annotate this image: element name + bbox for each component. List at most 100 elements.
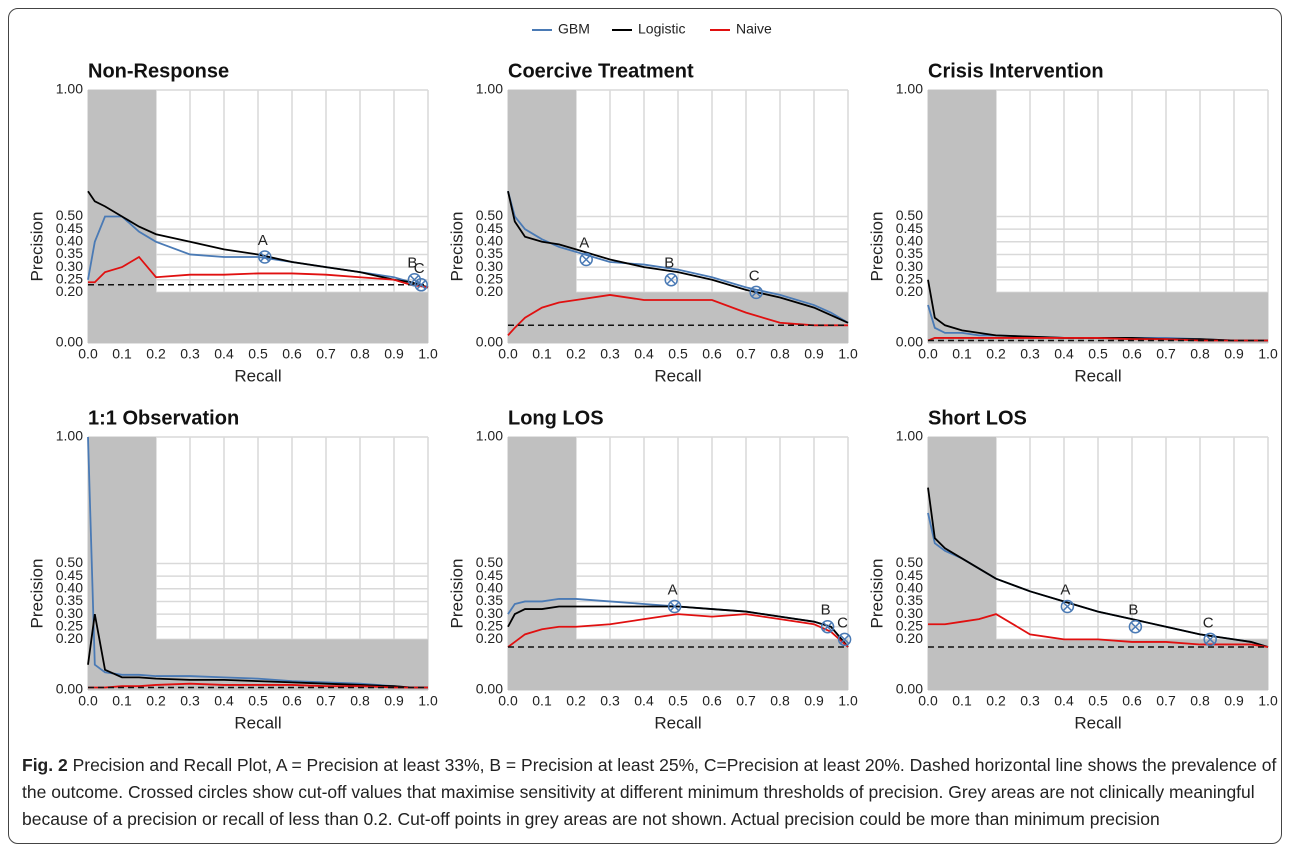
x-tick-label: 0.4: [1054, 346, 1074, 362]
y-tick-label: 0.00: [896, 681, 923, 697]
y-tick-label: 0.30: [896, 605, 923, 621]
x-tick-label: 0.1: [952, 693, 972, 709]
cutoff-marker: [258, 250, 272, 264]
x-tick-label: 0.6: [1122, 346, 1142, 362]
cutoff-cross: [1205, 634, 1215, 644]
y-tick-label: 0.45: [476, 567, 503, 583]
y-tick-label: 0.50: [56, 207, 83, 223]
x-tick-label: 0.3: [180, 346, 200, 362]
figure-frame: [8, 8, 1282, 844]
legend-label: Logistic: [638, 21, 685, 37]
chart-title: Long LOS: [508, 407, 604, 429]
x-tick-label: 0.8: [350, 693, 370, 709]
x-tick-label: 0.2: [986, 693, 1006, 709]
x-tick-label: 0.8: [350, 346, 370, 362]
legend-label: Naive: [736, 21, 772, 37]
shaded-area: [88, 639, 428, 690]
cutoff-circle: [664, 273, 678, 287]
y-tick-label: 0.20: [896, 630, 923, 646]
cutoff-label: A: [668, 581, 678, 598]
x-tick-label: 0.7: [736, 693, 756, 709]
shaded-area: [88, 292, 428, 343]
y-tick-label: 0.25: [896, 617, 923, 633]
y-tick-label: 0.40: [476, 233, 503, 249]
cutoff-label: C: [1203, 614, 1214, 631]
cutoff-marker: [667, 599, 682, 614]
x-tick-label: 0.7: [736, 346, 756, 362]
x-tick-label: 1.0: [838, 346, 858, 362]
cutoff-label: A: [1060, 581, 1070, 598]
y-tick-label: 0.35: [896, 592, 923, 608]
cutoff-circle: [1203, 632, 1217, 647]
y-tick-label: 0.45: [896, 567, 923, 583]
cutoff-marker: [1203, 632, 1217, 647]
y-tick-label: 0.00: [476, 681, 503, 697]
y-tick-label: 0.35: [56, 592, 83, 608]
y-tick-label: 0.35: [56, 245, 83, 261]
cutoff-label: B: [407, 255, 417, 272]
cutoff-label: C: [414, 260, 425, 277]
y-tick-label: 0.35: [476, 592, 503, 608]
x-tick-label: 0.3: [1020, 693, 1040, 709]
cutoff-circle: [749, 285, 763, 300]
series-line: [87, 190, 429, 289]
x-tick-label: 0.3: [600, 693, 620, 709]
x-tick-label: 0.5: [668, 346, 688, 362]
cutoff-circle: [414, 278, 428, 292]
x-tick-label: 0.5: [248, 693, 268, 709]
cutoff-label: C: [837, 614, 848, 631]
x-tick-label: 0.8: [770, 693, 790, 709]
x-tick-label: 0.9: [384, 693, 404, 709]
x-axis-label: Recall: [234, 366, 281, 385]
y-tick-label: 1.00: [476, 428, 503, 444]
x-tick-label: 0.2: [566, 346, 586, 362]
y-tick-label: 0.20: [56, 630, 83, 646]
x-tick-label: 0.1: [532, 693, 552, 709]
x-tick-label: 1.0: [838, 693, 858, 709]
y-tick-label: 0.50: [56, 554, 83, 570]
y-tick-label: 0.50: [476, 554, 503, 570]
cutoff-circle: [667, 599, 682, 614]
y-tick-label: 1.00: [896, 81, 923, 97]
x-tick-label: 0.4: [1054, 693, 1074, 709]
y-tick-label: 0.50: [896, 207, 923, 223]
x-tick-label: 0.9: [1224, 346, 1244, 362]
y-tick-label: 0.20: [476, 283, 503, 299]
x-tick-label: 0.5: [1088, 346, 1108, 362]
x-tick-label: 0.5: [1088, 693, 1108, 709]
x-tick-label: 0.8: [1190, 346, 1210, 362]
cutoff-label: A: [258, 232, 268, 249]
cutoff-circle: [820, 620, 835, 634]
cutoff-circle: [258, 250, 272, 264]
y-tick-label: 0.20: [896, 283, 923, 299]
x-tick-label: 0.0: [498, 346, 518, 362]
series-line: [928, 613, 1269, 648]
y-tick-label: 1.00: [896, 428, 923, 444]
series-line: [507, 191, 849, 324]
caption-text: Precision and Recall Plot, A = Precision…: [22, 755, 1277, 829]
series-line: [87, 215, 429, 289]
x-tick-label: 0.6: [1122, 693, 1142, 709]
y-tick-label: 0.35: [476, 245, 503, 261]
y-axis-label: Precision: [867, 212, 886, 282]
x-tick-label: 0.8: [1190, 693, 1210, 709]
x-tick-label: 0.2: [146, 346, 166, 362]
x-tick-label: 0.1: [952, 346, 972, 362]
x-tick-label: 1.0: [1258, 346, 1278, 362]
y-tick-label: 0.30: [56, 258, 83, 274]
chart: GBM Logistic Naive Non-Response Precision Rec…: [27, 21, 1278, 733]
cutoff-label: C: [749, 267, 760, 284]
cutoff-marker: [407, 273, 422, 287]
chart-title: Non-Response: [88, 60, 229, 82]
cutoff-circle: [407, 273, 422, 287]
series-line: [507, 605, 849, 648]
y-tick-label: 1.00: [476, 81, 503, 97]
x-tick-label: 1.0: [418, 693, 438, 709]
y-tick-label: 0.30: [896, 258, 923, 274]
chart-title: Short LOS: [928, 407, 1027, 429]
y-axis-label: Precision: [27, 559, 46, 629]
cutoff-cross: [823, 622, 833, 632]
x-tick-label: 0.7: [1156, 346, 1176, 362]
cutoff-marker: [664, 273, 678, 287]
y-tick-label: 0.45: [56, 567, 83, 583]
